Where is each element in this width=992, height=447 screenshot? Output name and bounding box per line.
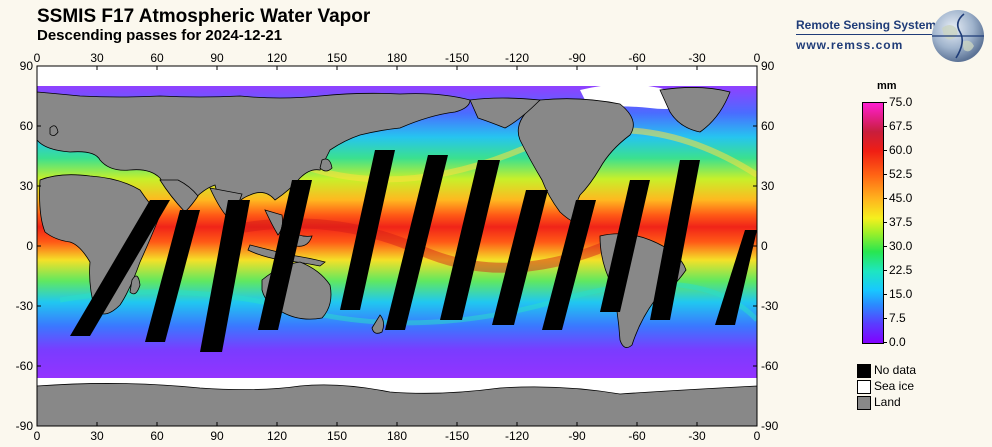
lon-tick-label: -30 [688, 429, 706, 443]
lon-tick-label: -150 [445, 51, 469, 65]
colorbar-units: mm [877, 80, 897, 92]
lat-tick-labels-right: 90 60 30 0 -30 -60 -90 [753, 59, 779, 433]
lon-tick-label: 0 [754, 429, 761, 443]
lon-tick-label: -60 [628, 429, 646, 443]
lat-tick-label: 60 [20, 119, 34, 133]
lat-tick-label: -30 [761, 299, 779, 313]
lon-tick-label: -30 [688, 51, 706, 65]
legend-label: No data [874, 363, 917, 377]
colorbar-label: 52.5 [889, 167, 913, 181]
colorbar-tick [883, 318, 887, 319]
lon-tick-label: -90 [568, 51, 586, 65]
lon-tick-label: 60 [150, 429, 164, 443]
lon-tick-label: -150 [445, 429, 469, 443]
lat-tick-label: 60 [761, 119, 775, 133]
lat-tick-label: -60 [16, 359, 34, 373]
colorbar-label: 30.0 [889, 239, 913, 253]
map-title: SSMIS F17 Atmospheric Water Vapor [37, 6, 371, 27]
lat-tick-label: 0 [761, 239, 768, 253]
lon-tick-label: 30 [90, 51, 104, 65]
lon-tick-label: -60 [628, 51, 646, 65]
map-frame-content [37, 66, 757, 426]
colorbar-tick [883, 246, 887, 247]
colorbar [862, 102, 884, 344]
lon-tick-label: 150 [327, 51, 347, 65]
colorbar-label: 45.0 [889, 191, 913, 205]
colorbar-tick [883, 222, 887, 223]
brand-url[interactable]: www.remss.com [796, 38, 904, 52]
brand-name: Remote Sensing Systems [796, 18, 943, 32]
legend-label: Sea ice [874, 379, 915, 393]
lat-tick-label: 30 [761, 179, 775, 193]
lat-tick-label: -30 [16, 299, 34, 313]
colorbar-tick [883, 174, 887, 175]
map-subtitle: Descending passes for 2024-12-21 [37, 27, 283, 44]
colorbar-tick [883, 102, 887, 103]
lon-tick-label: 120 [267, 51, 287, 65]
brand-divider [796, 34, 946, 35]
lon-tick-label: 120 [267, 429, 287, 443]
lon-tick-label: -90 [568, 429, 586, 443]
colorbar-tick [883, 342, 887, 343]
legend-swatch [857, 364, 871, 378]
lon-tick-labels-top: 0 30 60 90 120 150 180 -150 -120 -90 -60 -30 0 [34, 51, 761, 70]
colorbar-label: 37.5 [889, 215, 913, 229]
colorbar-label: 7.5 [889, 311, 906, 325]
lat-tick-label: -90 [16, 419, 34, 433]
colorbar-tick [883, 150, 887, 151]
legend-swatch [857, 380, 871, 394]
colorbar-tick [883, 198, 887, 199]
lat-tick-label: 90 [20, 59, 34, 73]
lat-tick-label: 90 [761, 59, 775, 73]
globe-logo-icon [932, 10, 984, 62]
colorbar-label: 22.5 [889, 263, 913, 277]
colorbar-label: 15.0 [889, 287, 913, 301]
lat-tick-label: 30 [20, 179, 34, 193]
lon-tick-label: 90 [210, 51, 224, 65]
lat-tick-label: -90 [761, 419, 779, 433]
lon-tick-label: 0 [754, 51, 761, 65]
lat-tick-label: -60 [761, 359, 779, 373]
no-data-swaths [70, 150, 757, 352]
lon-tick-label: -120 [505, 51, 529, 65]
colorbar-tick [883, 270, 887, 271]
lon-tick-label: 30 [90, 429, 104, 443]
legend-label: Land [874, 395, 901, 409]
colorbar-label: 60.0 [889, 143, 913, 157]
lon-tick-label: 60 [150, 51, 164, 65]
colorbar-tick [883, 294, 887, 295]
lat-tick-label: 0 [26, 239, 33, 253]
lon-tick-label: 180 [387, 51, 407, 65]
colorbar-tick [883, 126, 887, 127]
colorbar-label: 75.0 [889, 95, 913, 109]
legend-swatch [857, 396, 871, 410]
lon-tick-label: 180 [387, 429, 407, 443]
lon-tick-labels-bottom: 0 30 60 90 120 150 180 -150 -120 -90 -60 -30 0 [34, 422, 761, 443]
lon-tick-label: 0 [34, 51, 41, 65]
lon-tick-label: 0 [34, 429, 41, 443]
lat-tick-labels-left: 90 60 30 0 -30 -60 -90 [16, 59, 41, 433]
lon-tick-label: -120 [505, 429, 529, 443]
colorbar-label: 67.5 [889, 119, 913, 133]
colorbar-label: 0.0 [889, 335, 906, 349]
lon-tick-label: 150 [327, 429, 347, 443]
lon-tick-label: 90 [210, 429, 224, 443]
